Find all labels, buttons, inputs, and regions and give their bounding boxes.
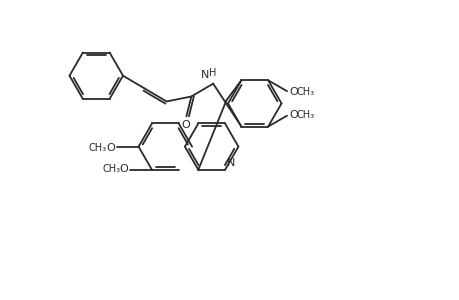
Text: N: N	[201, 70, 209, 80]
Text: CH₃: CH₃	[296, 110, 314, 120]
Text: O: O	[288, 110, 297, 120]
Text: CH₃: CH₃	[89, 142, 106, 153]
Text: CH₃: CH₃	[102, 164, 120, 174]
Text: H: H	[209, 68, 216, 78]
Text: O: O	[288, 87, 297, 97]
Text: CH₃: CH₃	[296, 87, 314, 97]
Text: N: N	[227, 158, 235, 168]
Text: O: O	[119, 164, 128, 174]
Text: O: O	[106, 142, 115, 153]
Text: O: O	[181, 120, 190, 130]
